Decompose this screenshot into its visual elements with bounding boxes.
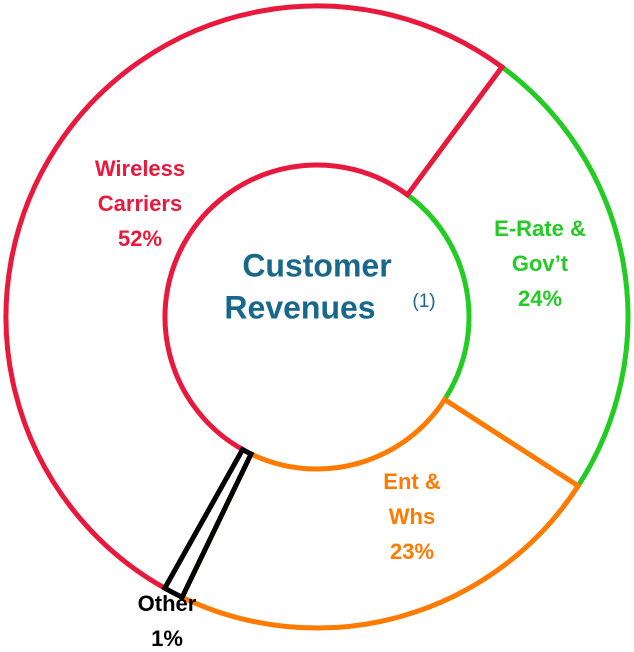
- donut-slice: [178, 396, 582, 631]
- value-label: 1%: [151, 626, 183, 651]
- center-title: Revenues: [224, 289, 375, 325]
- center-note: (1): [412, 291, 435, 312]
- value-label: 23%: [390, 539, 434, 564]
- donut-slice: [3, 3, 506, 592]
- slice-label: E-Rate &: [494, 216, 586, 241]
- slice-label: Whs: [389, 504, 435, 529]
- slice-label: Other: [138, 591, 197, 616]
- slice-label: Carriers: [98, 191, 182, 216]
- value-label: 52%: [118, 226, 162, 251]
- value-label: 24%: [518, 286, 562, 311]
- slice-label: Wireless: [95, 156, 185, 181]
- donut-slice: [403, 63, 631, 490]
- slice-label: Gov’t: [512, 251, 569, 276]
- slice-label: Ent &: [383, 469, 441, 494]
- center-title: Customer: [242, 247, 391, 283]
- donut-slice: [161, 446, 255, 601]
